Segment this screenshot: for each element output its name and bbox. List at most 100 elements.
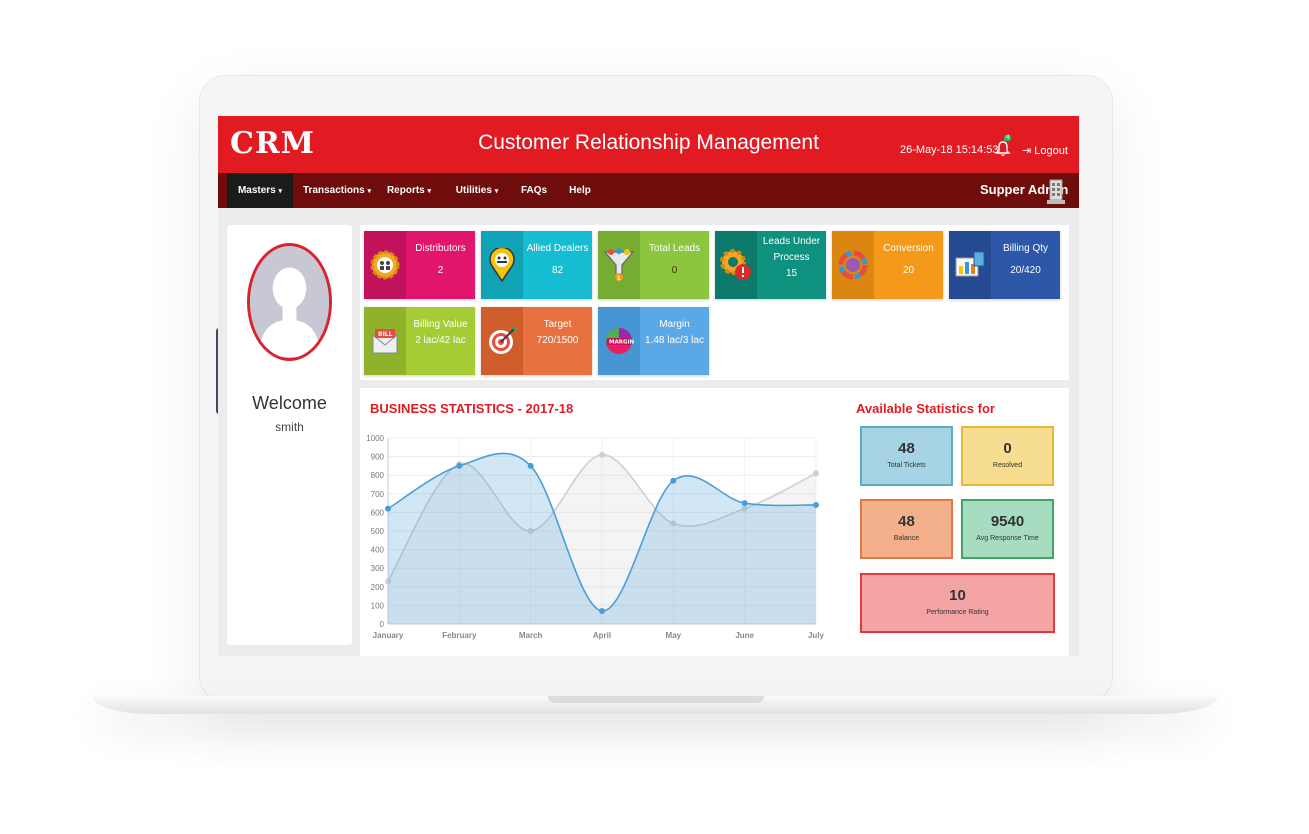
tile-icon-bg: BILL (364, 307, 406, 375)
tile-label: Total Leads 0 (640, 241, 709, 279)
stat-resolved[interactable]: 0 Resolved (961, 426, 1054, 486)
tile-value: 2 (437, 265, 444, 276)
tile-icon-bg (715, 231, 757, 299)
tile-label: Leads Under Process 15 (757, 234, 826, 282)
nav-label: Utilities (455, 185, 492, 196)
tile-value: 15 (785, 268, 798, 279)
chevron-down-icon: ▾ (494, 188, 499, 195)
nav-masters[interactable]: Masters ▾ (227, 173, 293, 208)
svg-text:BILL: BILL (378, 331, 393, 338)
tile-title: Allied Dealers (526, 243, 589, 254)
series-area-1 (388, 454, 816, 624)
y-tick-label: 600 (371, 508, 385, 517)
business-statistics-title: BUSINESS STATISTICS - 2017-18 (370, 401, 574, 416)
tile-value: 0 (671, 265, 678, 276)
stat-total-tickets[interactable]: 48 Total Tickets (860, 426, 953, 486)
tile-icon-bg (832, 231, 874, 299)
tile-conversion[interactable]: Conversion 20 (832, 231, 943, 299)
data-point (670, 477, 677, 484)
data-point (741, 505, 748, 512)
x-tick-label: July (808, 631, 825, 640)
tile-allied-dealers[interactable]: Allied Dealers 82 (481, 231, 592, 299)
tile-billing-qty[interactable]: Billing Qty 20/420 (949, 231, 1060, 299)
nav-faqs[interactable]: FAQs (518, 173, 550, 208)
crm-logo: CRM (230, 126, 316, 161)
username: smith (275, 420, 304, 434)
bell-icon[interactable] (994, 140, 1012, 158)
logout-icon: ⇥ (1022, 145, 1032, 157)
tile-icon-bg (481, 307, 523, 375)
summary-tiles: Distributors 2 Allied Dealers 82 (360, 225, 1069, 380)
gear-people-icon (370, 250, 400, 280)
y-tick-label: 200 (371, 583, 385, 592)
stat-avg-response-time[interactable]: 9540 Avg Response Time (961, 499, 1054, 559)
tile-target[interactable]: Target 720/1500 (481, 307, 592, 375)
target-icon (489, 327, 516, 354)
stat-value: 48 (898, 513, 915, 530)
main-nav: Masters ▾ Transactions ▾ Reports ▾ Utili… (218, 173, 1079, 208)
y-tick-label: 800 (371, 471, 385, 480)
tile-billing-value[interactable]: BILL Billing Value 2 lac/42 lac (364, 307, 475, 375)
crm-dashboard: CRM Customer Relationship Management 26-… (218, 116, 1079, 656)
data-point (527, 462, 534, 469)
y-tick-label: 700 (371, 490, 385, 499)
nav-label: Help (569, 185, 591, 196)
statistics-panel: BUSINESS STATISTICS - 2017-18 Available … (360, 388, 1069, 656)
tile-value: 20/420 (1010, 265, 1041, 276)
nav-label: Reports (386, 185, 425, 196)
nav-transactions[interactable]: Transactions ▾ (302, 173, 372, 208)
stat-performance-rating[interactable]: 10 Performance Rating (860, 573, 1055, 633)
x-tick-label: January (373, 631, 404, 640)
tile-label: Target 720/1500 (523, 317, 592, 349)
nav-label: Masters (237, 185, 276, 196)
bill-envelope-icon: BILL (372, 329, 398, 354)
tile-title: Leads Under Process (762, 236, 821, 263)
stat-balance[interactable]: 48 Balance (860, 499, 953, 559)
tile-icon-bg (364, 231, 406, 299)
tile-total-leads[interactable]: $ Total Leads 0 (598, 231, 709, 299)
y-tick-label: 400 (371, 546, 385, 555)
nav-utilities[interactable]: Utilities ▾ (452, 173, 502, 208)
logout-button[interactable]: ⇥ Logout (1022, 144, 1068, 157)
data-point (813, 470, 819, 477)
tile-value: 82 (551, 265, 564, 276)
x-tick-label: May (666, 631, 682, 640)
x-tick-label: March (519, 631, 543, 640)
profile-card: Welcome smith (227, 225, 352, 645)
chevron-down-icon: ▾ (367, 188, 371, 195)
tile-title: Total Leads (648, 243, 701, 254)
nav-help[interactable]: Help (566, 173, 594, 208)
stat-label: Performance Rating (926, 609, 989, 616)
notification-badge: 4 (1004, 135, 1012, 141)
tile-title: Distributors (415, 243, 466, 254)
x-tick-label: June (735, 631, 754, 640)
data-point (599, 607, 605, 614)
cycle-icon (838, 250, 868, 280)
data-point (813, 501, 819, 508)
chevron-down-icon: ▾ (427, 188, 432, 195)
x-tick-label: February (442, 631, 477, 640)
tile-leads-under-process[interactable]: Leads Under Process 15 (715, 231, 826, 299)
welcome-text: Welcome (252, 393, 327, 413)
data-point (599, 451, 605, 458)
svg-text:$: $ (617, 275, 621, 282)
available-statistics-title: Available Statistics for (856, 401, 995, 416)
avatar[interactable] (247, 243, 332, 361)
current-user[interactable]: Supper Admin (980, 182, 1069, 197)
admin-building-icon (1047, 179, 1065, 204)
tile-icon-bg (481, 231, 523, 299)
tile-distributors[interactable]: Distributors 2 (364, 231, 475, 299)
chevron-down-icon: ▾ (278, 188, 283, 195)
y-tick-label: 300 (371, 564, 385, 573)
y-tick-label: 0 (380, 620, 385, 629)
tile-value: 2 lac/42 lac (415, 335, 466, 346)
svg-text:MARGIN: MARGIN (609, 340, 635, 346)
tile-margin[interactable]: MARGIN Margin 1.48 lac/3 lac (598, 307, 709, 375)
tile-label: Margin 1.48 lac/3 lac (640, 317, 709, 349)
billing-chart-icon (955, 251, 985, 277)
data-point (527, 528, 534, 534)
user-silhouette-icon (250, 246, 329, 358)
nav-reports[interactable]: Reports ▾ (384, 173, 434, 208)
stat-label: Total Tickets (887, 462, 926, 469)
